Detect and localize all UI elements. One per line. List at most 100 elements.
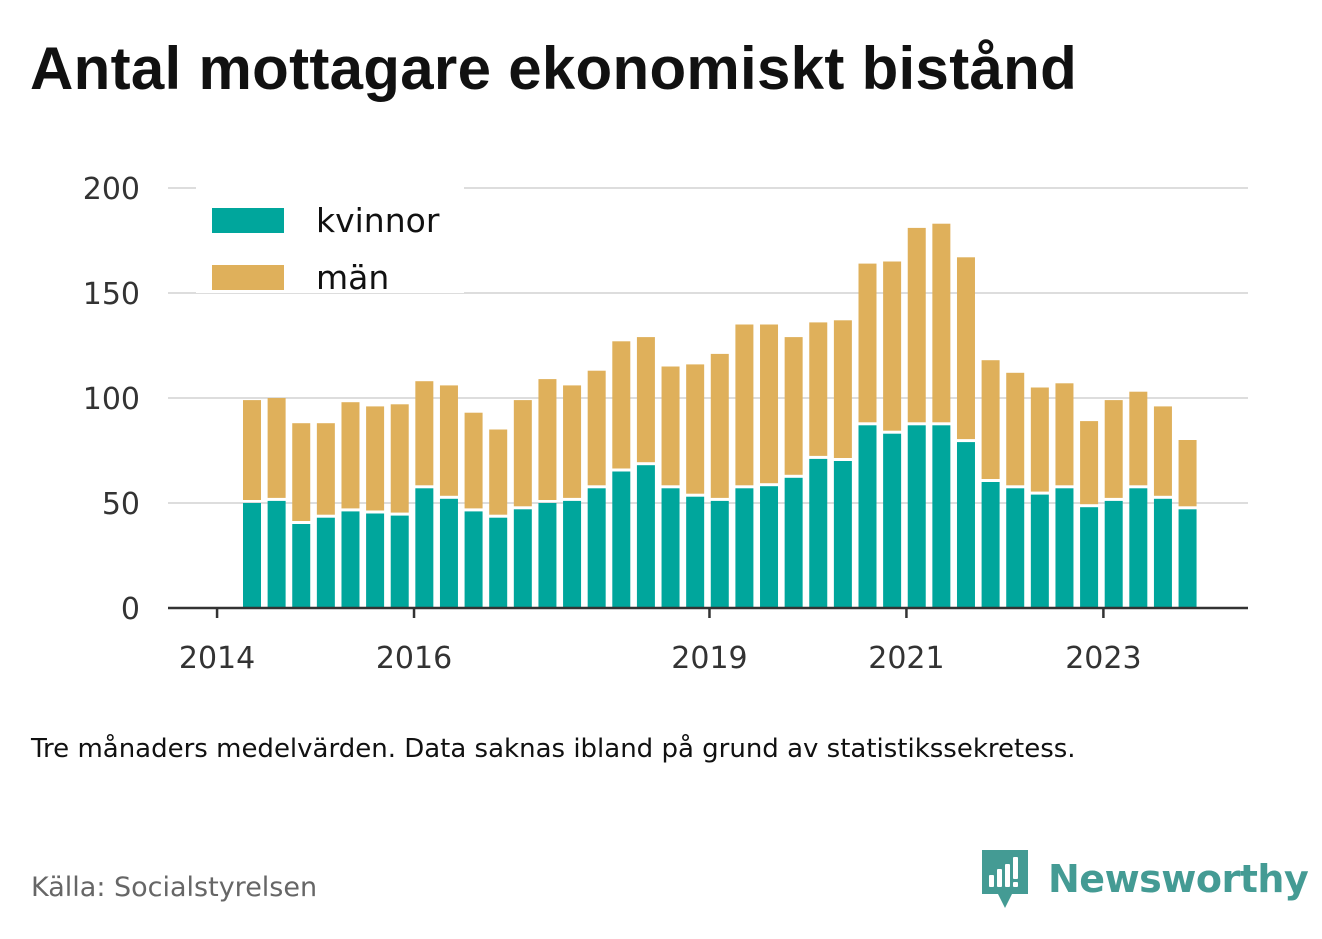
bar-man <box>858 263 877 423</box>
bar-kvinnor <box>981 482 1000 608</box>
bar-man <box>784 337 803 475</box>
bar-man <box>1006 372 1025 486</box>
bar-kvinnor <box>1153 498 1172 608</box>
bar-man <box>513 400 532 507</box>
bar-man <box>316 423 335 515</box>
y-ticks: 0 50 100 150 200 <box>83 172 140 627</box>
bar-kvinnor <box>1080 507 1099 608</box>
bar-kvinnor <box>932 425 951 608</box>
bar-man <box>267 398 286 498</box>
bar-man <box>1055 383 1074 486</box>
bar-kvinnor <box>686 496 705 608</box>
bar-man <box>612 341 631 469</box>
bar-kvinnor <box>661 488 680 608</box>
x-tick-label: 2016 <box>376 641 452 676</box>
bar-man <box>1104 400 1123 498</box>
bar-man <box>341 402 360 509</box>
bar-man <box>710 353 729 498</box>
legend-label-man: män <box>316 258 389 297</box>
y-tick-label: 150 <box>83 277 140 312</box>
chart-note: Tre månaders medelvärden. Data saknas ib… <box>31 734 1076 764</box>
bar-man <box>686 364 705 494</box>
legend-swatch-kvinnor <box>212 208 284 233</box>
bar-kvinnor <box>390 515 409 608</box>
bar-man <box>563 385 582 498</box>
bar-man <box>1030 387 1049 492</box>
bar-kvinnor <box>636 465 655 608</box>
bar-kvinnor <box>1104 500 1123 608</box>
bar-man <box>587 370 606 486</box>
brand-name: Newsworthy <box>1048 857 1309 901</box>
y-tick-label: 100 <box>83 382 140 417</box>
bar-man <box>760 324 779 484</box>
bar-kvinnor <box>538 503 557 608</box>
chart-title: Antal mottagare ekonomiskt bistånd <box>30 35 1078 102</box>
x-ticks: 2014 2016 2019 2021 2023 <box>179 608 1142 676</box>
bar-kvinnor <box>883 433 902 608</box>
bar-man <box>735 324 754 486</box>
newsworthy-brand[interactable]: Newsworthy <box>980 848 1309 910</box>
bar-kvinnor <box>341 511 360 608</box>
y-tick-label: 0 <box>121 592 140 627</box>
bar-kvinnor <box>415 488 434 608</box>
bar-kvinnor <box>464 511 483 608</box>
bar-kvinnor <box>489 517 508 608</box>
legend-swatch-man <box>212 265 284 290</box>
bar-kvinnor <box>809 458 828 608</box>
bar-kvinnor <box>1178 509 1197 608</box>
bar-kvinnor <box>439 498 458 608</box>
bar-man <box>1153 406 1172 496</box>
bar-kvinnor <box>243 503 261 608</box>
bar-man <box>538 379 557 500</box>
bar-kvinnor <box>956 442 975 608</box>
bar-man <box>390 404 409 513</box>
bar-kvinnor <box>366 513 385 608</box>
bar-man <box>833 320 852 458</box>
source-credit: Källa: Socialstyrelsen <box>31 872 318 903</box>
bar-man <box>932 223 951 423</box>
newsworthy-logo-icon <box>982 850 1028 908</box>
bar-kvinnor <box>833 461 852 608</box>
legend-label-kvinnor: kvinnor <box>316 201 440 240</box>
bar-man <box>883 261 902 431</box>
bar-man <box>439 385 458 496</box>
bar-kvinnor <box>1006 488 1025 608</box>
bar-man <box>415 381 434 486</box>
bar-kvinnor <box>858 425 877 608</box>
bar-man <box>956 257 975 440</box>
bar-man <box>661 366 680 486</box>
bar-kvinnor <box>587 488 606 608</box>
bar-man <box>243 400 261 500</box>
bar-man <box>1178 440 1197 507</box>
bar-man <box>1080 421 1099 505</box>
bar-kvinnor <box>292 524 311 608</box>
bar-kvinnor <box>735 488 754 608</box>
y-tick-label: 50 <box>102 487 140 522</box>
bar-man <box>809 322 828 456</box>
bar-man <box>907 227 926 423</box>
bar-man <box>1129 391 1148 486</box>
stacked-bar-chart: 2014 2016 2019 2021 2023 0 50 100 150 200 kvinno… <box>83 172 1248 676</box>
bar-man <box>636 337 655 463</box>
bar-kvinnor <box>267 500 286 608</box>
bars <box>243 223 1197 608</box>
bar-kvinnor <box>907 425 926 608</box>
bar-man <box>292 423 311 521</box>
bar-kvinnor <box>612 471 631 608</box>
x-tick-label: 2019 <box>671 641 747 676</box>
legend: kvinnor män <box>196 187 464 297</box>
bar-kvinnor <box>1055 488 1074 608</box>
bar-man <box>981 360 1000 479</box>
x-tick-label: 2021 <box>868 641 944 676</box>
bar-kvinnor <box>316 517 335 608</box>
bar-kvinnor <box>760 486 779 608</box>
bar-kvinnor <box>513 509 532 608</box>
bar-man <box>464 412 483 509</box>
x-tick-label: 2014 <box>179 641 255 676</box>
bar-kvinnor <box>1030 494 1049 608</box>
bar-kvinnor <box>1129 488 1148 608</box>
bar-man <box>366 406 385 511</box>
bar-kvinnor <box>784 477 803 608</box>
bar-kvinnor <box>710 500 729 608</box>
x-tick-label: 2023 <box>1065 641 1141 676</box>
